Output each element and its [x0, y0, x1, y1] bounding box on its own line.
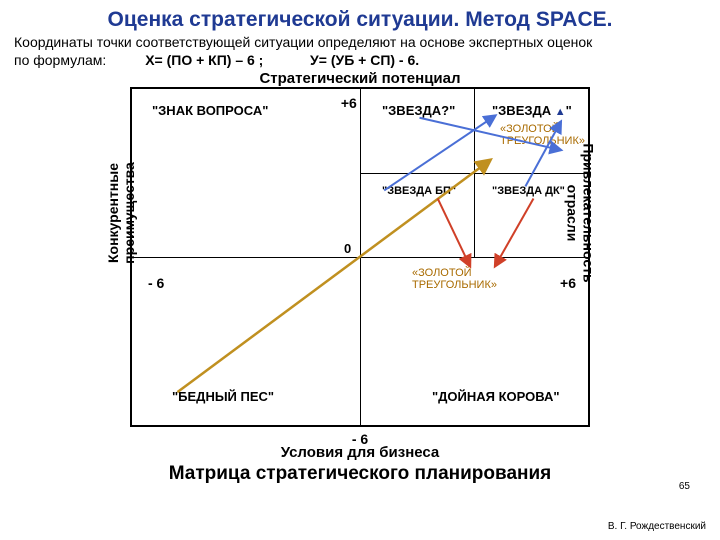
quad-ur2: "ЗВЕЗДА ▲": [492, 103, 572, 118]
quad-br: "ДОЙНАЯ КОРОВА": [432, 389, 560, 404]
gold-triangle-center: «ЗОЛОТОЙТРЕУГОЛЬНИК»: [412, 267, 497, 291]
quad-bl: "БЕДНЫЙ ПЕС": [172, 389, 274, 404]
diagram-wrap: Конкурентные преимущества Привлекательно…: [0, 87, 720, 457]
axis-top-label: Стратегический потенциал: [0, 68, 720, 87]
formula-prefix: по формулам:: [14, 52, 106, 68]
formulas-row: по формулам: Х= (ПО + КП) – 6 ; У= (УБ +…: [0, 52, 720, 68]
triangle-icon: ▲: [555, 106, 566, 118]
quad-mr2: "ЗВЕЗДА ДК": [492, 185, 565, 197]
page-number: 65: [679, 481, 690, 492]
footer-main: Матрица стратегического планирования: [0, 457, 720, 485]
axis-bottom-label: Условия для бизнеса: [0, 444, 720, 461]
quad-ur2-pre: "ЗВЕЗДА: [492, 103, 555, 118]
gold-triangle-top: «ЗОЛОТОЙТРЕУГОЛЬНИК»: [500, 123, 585, 147]
axis-left-l1: Конкурентные: [105, 163, 121, 263]
quad-ul: "ЗНАК ВОПРОСА": [152, 103, 268, 118]
formula-y: У= (УБ + СП) - 6.: [310, 52, 419, 68]
quad-mr1: "ЗВЕЗДА БП": [382, 185, 456, 197]
quad-ur1: "ЗВЕЗДА?": [382, 103, 455, 118]
num-plus6-top: +6: [341, 95, 357, 111]
formula-x: Х= (ПО + КП) – 6 ;: [145, 52, 263, 68]
diagram-grid: "ЗНАК ВОПРОСА" "ЗВЕЗДА?" "ЗВЕЗДА ▲" «ЗОЛ…: [130, 87, 590, 427]
quad-ur1-text: "ЗВЕЗДА?": [382, 103, 455, 118]
footer-author: В. Г. Рождественский: [608, 521, 706, 532]
num-minus6-left: - 6: [148, 275, 164, 291]
subtitle: Координаты точки соответствующей ситуаци…: [0, 32, 720, 52]
num-plus6-right: +6: [560, 275, 576, 291]
quad-ur2-suf: ": [566, 103, 572, 118]
page-title: Оценка стратегической ситуации. Метод SP…: [0, 0, 720, 32]
num-zero: 0: [344, 241, 351, 256]
